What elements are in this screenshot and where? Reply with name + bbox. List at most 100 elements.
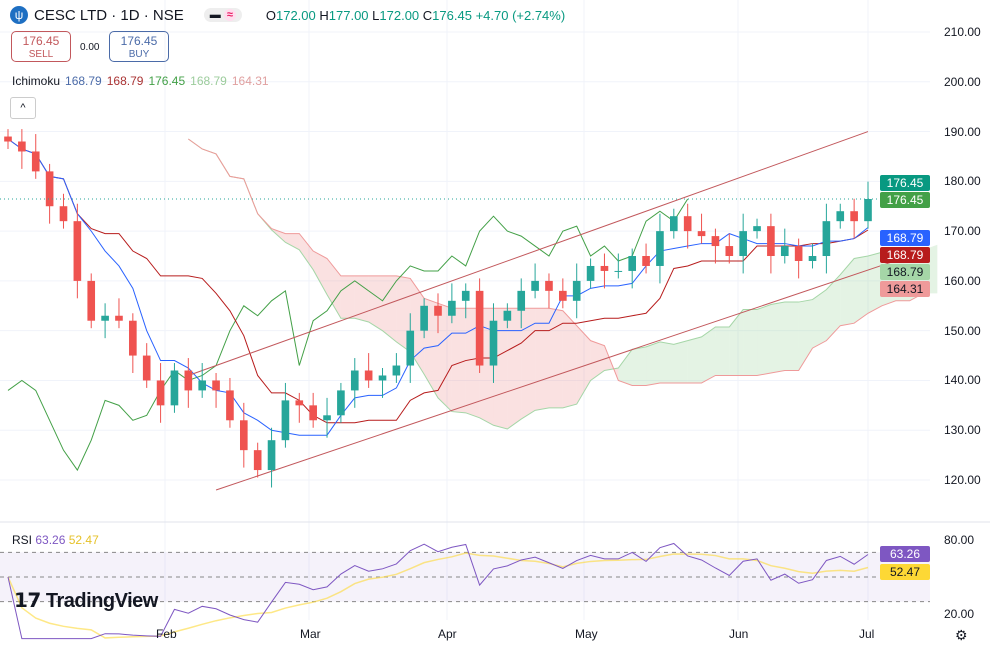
tenkan-line [7, 138, 869, 436]
price-axis-label: 210.00 [944, 25, 981, 39]
ichimoku-cloud [812, 289, 827, 349]
candle [656, 231, 664, 266]
candle [198, 380, 207, 391]
price-axis-label: 150.00 [944, 323, 981, 338]
rsi-line [7, 542, 869, 640]
candle [475, 290, 484, 366]
candle [253, 450, 262, 471]
candle [767, 226, 775, 257]
candle [822, 221, 831, 257]
rsi-axis-label: 80.00 [944, 533, 975, 547]
approx-icon: ≈ [223, 9, 236, 21]
ichimoku-cloud [576, 325, 591, 405]
price-axis-label: 130.00 [944, 423, 981, 438]
chikou-span [7, 198, 689, 472]
candle [517, 290, 526, 311]
candle [87, 280, 96, 321]
candle [392, 365, 401, 376]
candle [156, 380, 165, 406]
ichimoku-cloud [299, 233, 314, 270]
candle [434, 305, 442, 316]
price-tag: 168.79 [880, 247, 930, 263]
candle [115, 315, 123, 321]
candle [489, 320, 498, 366]
price-axis-label: 160.00 [944, 273, 981, 288]
candle [448, 300, 456, 316]
ichimoku-cloud [618, 349, 633, 386]
ichimoku-cloud [826, 274, 841, 341]
time-axis-label: May [575, 627, 598, 641]
ichimoku-cloud [854, 256, 868, 324]
candle [350, 370, 359, 391]
candle [503, 310, 512, 321]
ichimoku-cloud [757, 304, 771, 376]
rsi-legend[interactable]: RSI 63.26 52.47 [12, 533, 99, 547]
candle [808, 256, 817, 261]
ichimoku-cloud [868, 252, 882, 314]
candle [697, 231, 706, 237]
candle [794, 246, 803, 261]
ichimoku-cloud [354, 275, 369, 322]
kijun-line [7, 138, 869, 424]
candle [850, 211, 858, 222]
ichimoku-cloud [285, 233, 300, 250]
minus-icon: ▬ [209, 9, 221, 21]
candle [170, 370, 179, 406]
candle [586, 265, 595, 281]
settings-icon[interactable]: ⚙ [955, 627, 968, 643]
candle [267, 440, 276, 471]
ichimoku-cloud [507, 308, 522, 429]
collapse-legend-button[interactable]: ^ [10, 97, 36, 119]
ichimoku-cloud [770, 302, 785, 373]
spread-value: 0.00 [80, 42, 100, 53]
rsi-tag: 52.47 [880, 564, 930, 580]
ichimoku-cloud [521, 308, 536, 420]
ichimoku-cloud [729, 309, 744, 376]
candle [559, 290, 567, 301]
ichimoku-cloud [659, 341, 674, 383]
candle [836, 211, 845, 222]
ichimoku-legend[interactable]: Ichimoku 168.79 168.79 176.45 168.79 164.31 [12, 74, 269, 88]
sell-button[interactable]: 176.45 SELL [11, 31, 71, 62]
channel-upper-line [188, 131, 869, 376]
candle [59, 206, 68, 222]
candle [226, 390, 234, 421]
candle [669, 216, 678, 232]
ichimoku-cloud [382, 275, 397, 342]
ichimoku-cloud [632, 346, 647, 386]
ichimoku-cloud [451, 308, 466, 413]
ichimoku-cloud [673, 340, 688, 383]
candle [545, 280, 553, 291]
candle [711, 236, 720, 247]
buy-button[interactable]: 176.45 BUY [109, 31, 169, 62]
senkou-span-a [188, 138, 924, 430]
candle [864, 199, 872, 222]
candle [572, 280, 581, 301]
ichimoku-cloud [313, 251, 328, 295]
candle [18, 141, 26, 152]
visibility-toggle[interactable]: ▬ ≈ [203, 8, 242, 22]
time-axis-label: Mar [300, 627, 321, 641]
ichimoku-cloud [646, 341, 660, 386]
candle [420, 305, 428, 331]
ichimoku-cloud [840, 258, 855, 326]
candle [780, 246, 789, 257]
tradingview-logo: 𝟭𝟳 TradingView [14, 590, 158, 612]
ichimoku-cloud [562, 310, 577, 408]
time-axis-label: Feb [156, 627, 177, 641]
candle [753, 226, 761, 232]
candle [31, 151, 40, 172]
ichimoku-cloud [743, 309, 758, 376]
candle [378, 375, 387, 381]
ichimoku-cloud [438, 303, 452, 412]
ichimoku-cloud [340, 275, 355, 319]
price-tag: 168.79 [880, 264, 930, 280]
candle [281, 400, 290, 441]
candle [739, 231, 747, 257]
symbol-title[interactable]: CESC LTD · 1D · NSE [34, 6, 184, 24]
price-tag: 176.45 [880, 175, 930, 191]
tv-icon: 𝟭𝟳 [14, 590, 41, 612]
candle [239, 420, 248, 451]
ichimoku-cloud [590, 340, 605, 381]
